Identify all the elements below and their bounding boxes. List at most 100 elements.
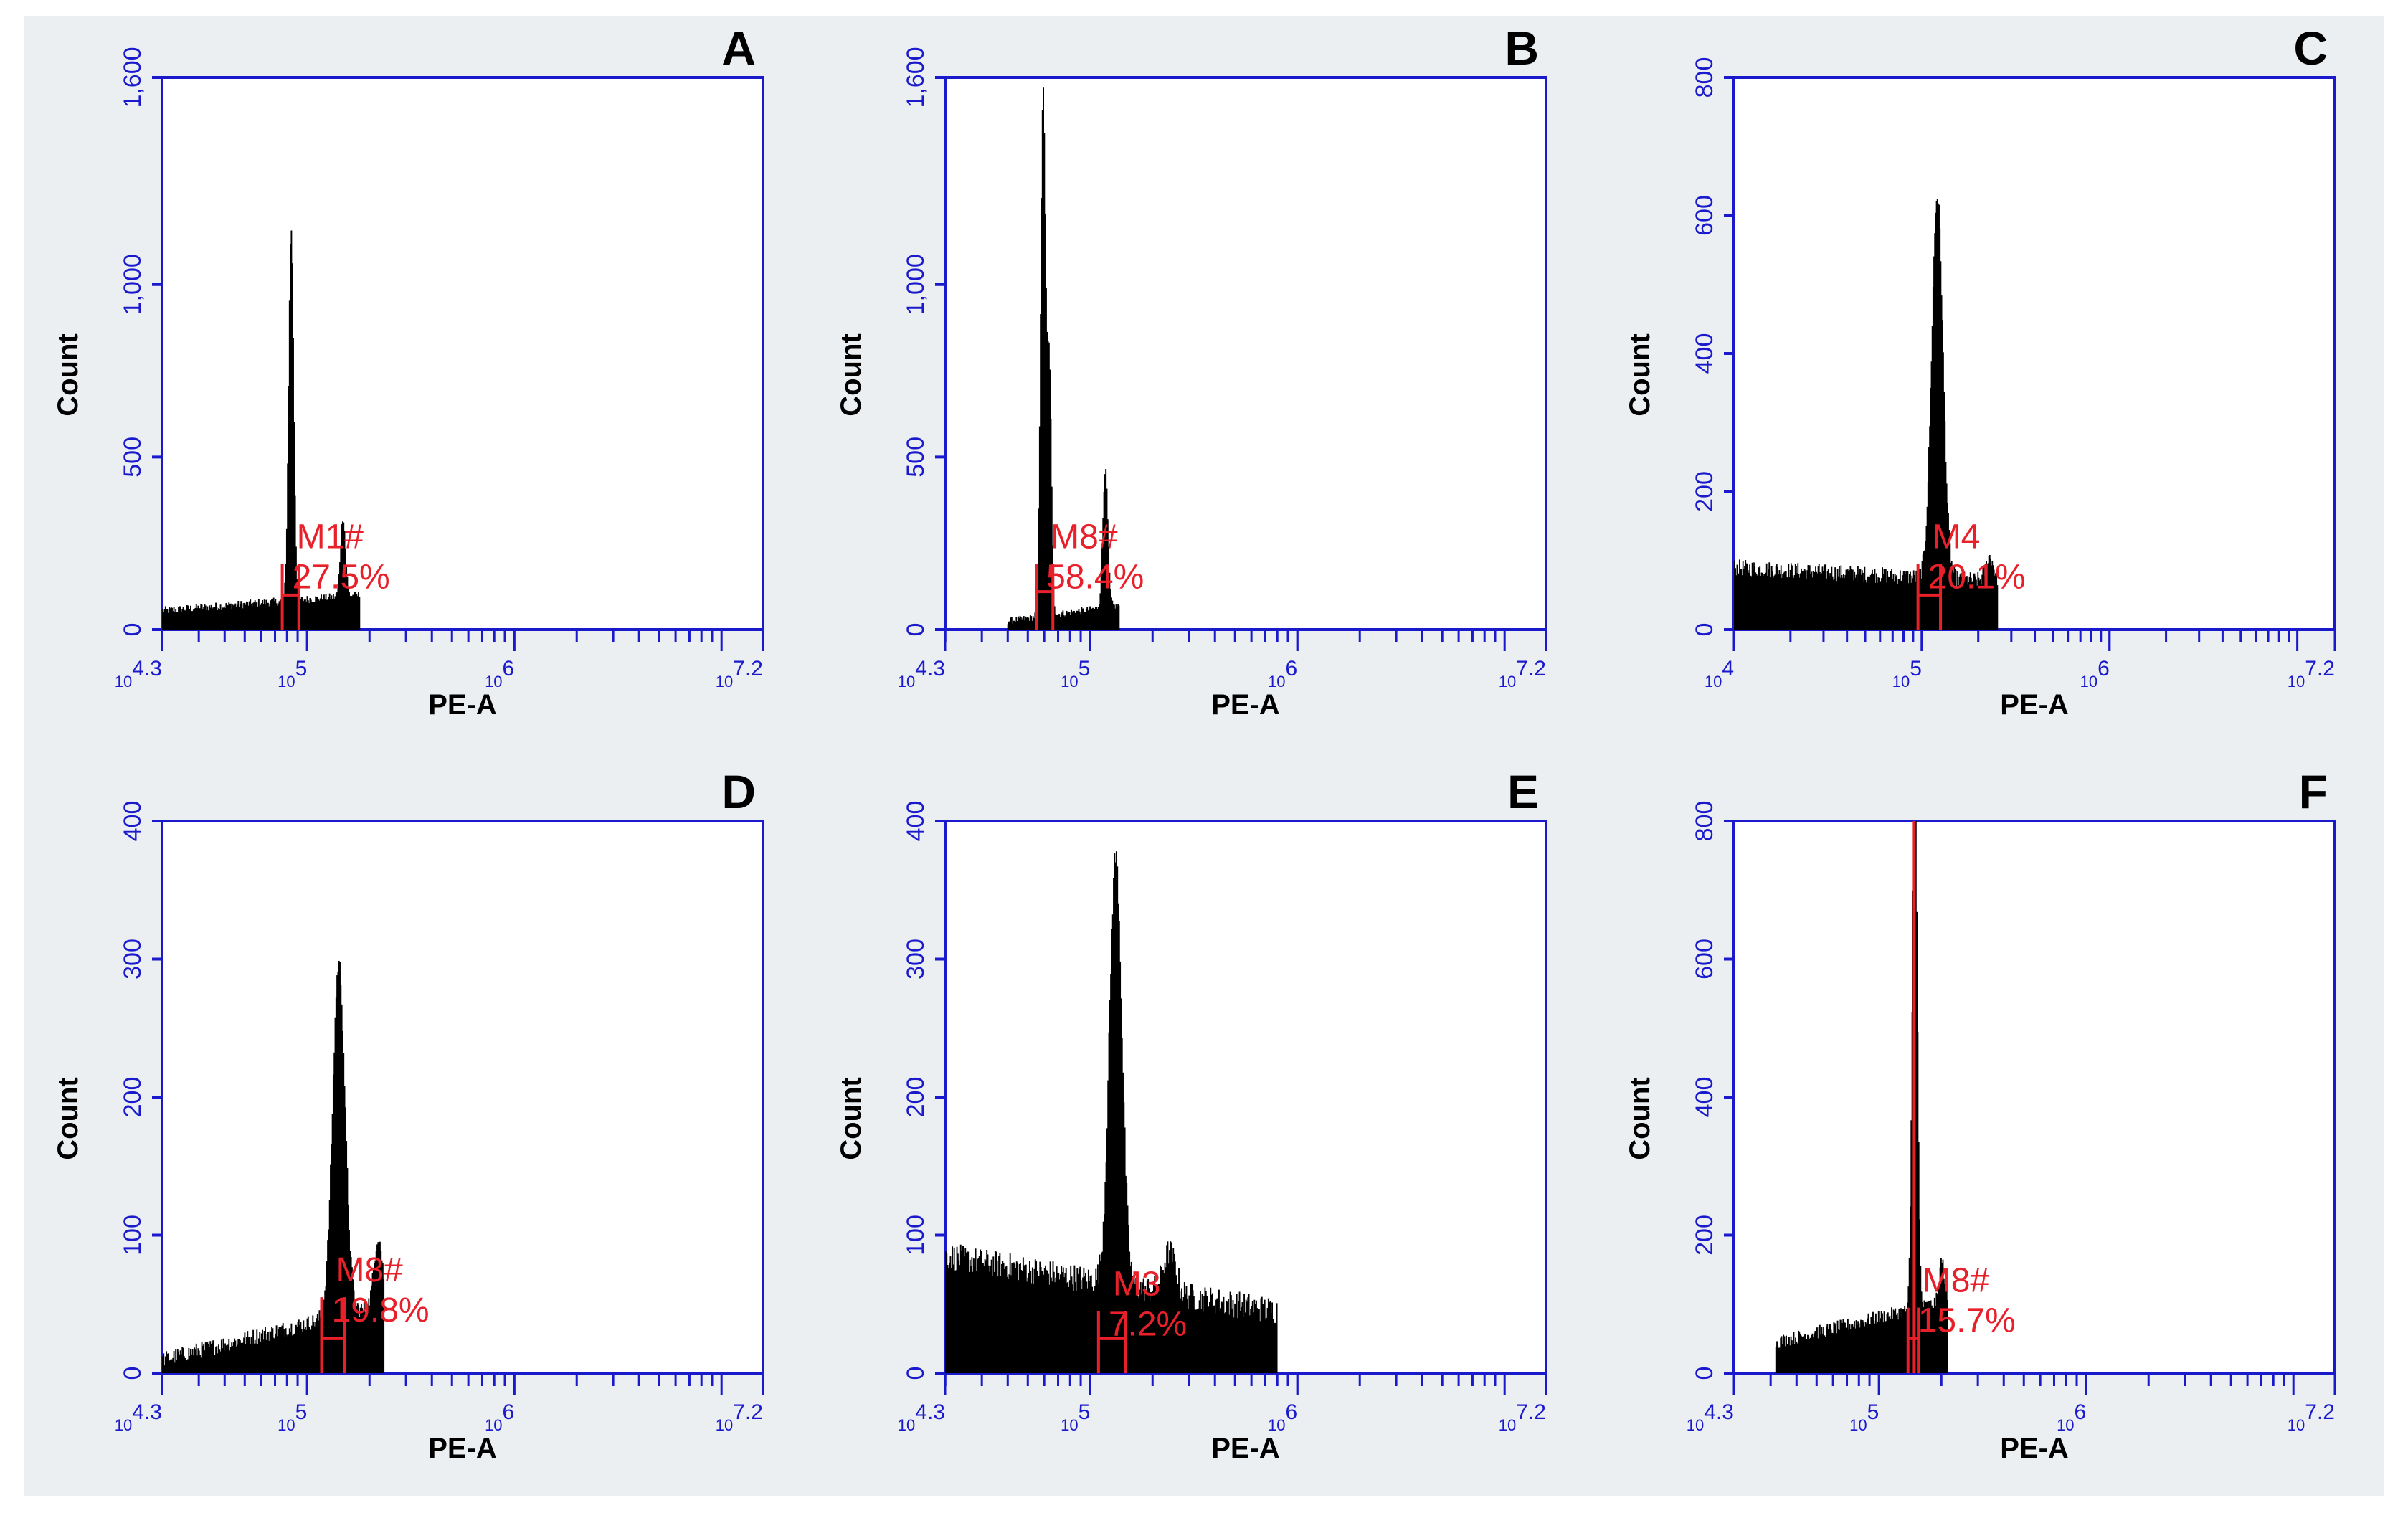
histogram-bin [337,972,339,1373]
histogram-bin [303,1329,305,1373]
histogram-bin [1778,1347,1780,1373]
histogram-bin [1030,1271,1032,1373]
histogram-bin [1826,578,1828,630]
histogram-bin [1248,1294,1250,1373]
histogram-bin [331,599,333,630]
histogram-bin [1246,1301,1248,1373]
histogram-bin [232,604,234,630]
histogram-bin [1090,608,1092,630]
histogram-bin [1051,1281,1053,1373]
histogram-bin [1089,1276,1091,1373]
histogram-bin [1126,1182,1128,1373]
histogram-bin [1798,1330,1799,1373]
histogram-bin [239,1340,241,1373]
histogram-bin [1851,1324,1853,1373]
y-axis-title: Count [835,1077,867,1160]
histogram-bin [293,1334,295,1373]
histogram-bin [1945,462,1947,630]
histogram-bin [354,592,356,630]
histogram-bin [1933,1297,1935,1373]
chart-panel-A: 05001,0001,600104.3105106107.2PE-ACountA… [52,22,764,721]
histogram-bin [1996,585,1999,630]
histogram-bin [176,612,178,630]
histogram-bin [999,1253,1001,1373]
histogram-bin [1207,1313,1209,1373]
y-tick-label: 100 [119,1215,146,1256]
histogram-bin [1735,568,1736,630]
histogram-bin [1155,1289,1157,1373]
histogram-bin [969,1259,971,1373]
histogram-bin [333,1052,336,1373]
histogram-bin [1043,1274,1045,1373]
histogram-bin [945,1251,947,1373]
histogram-bin [1023,616,1025,630]
histogram-bin [275,1334,277,1373]
gate-name: M8# [1923,1262,1990,1300]
histogram-bin [1943,352,1944,630]
histogram-bin [1160,1266,1162,1373]
histogram-bin [211,1342,213,1373]
histogram-bin [1846,574,1848,630]
histogram-bin [172,1357,174,1373]
histogram-bin [1841,575,1843,630]
histogram-bin [1157,1284,1160,1373]
histogram-bin [1803,569,1806,630]
histogram-bin [1104,1182,1106,1373]
histogram-bin [1837,576,1839,630]
histogram-bin [1788,577,1791,630]
histogram-bin [1801,568,1802,630]
histogram-bin [227,1344,229,1373]
histogram-bin [263,599,265,630]
histogram-bin [181,612,182,630]
histogram-bin [1748,572,1750,630]
histogram-bin [959,1265,961,1373]
histogram-bin [1773,577,1774,630]
histogram-bin [245,604,247,630]
histogram-bin [207,606,209,630]
histogram-bin [310,1330,312,1373]
histogram-bin [234,604,236,630]
histogram-bin [1135,1277,1137,1373]
histogram-bin [349,595,351,630]
histogram-bin [1903,571,1905,630]
histogram-bin [1241,1306,1243,1373]
histogram-bin [1182,1297,1185,1373]
histogram-bin [1154,1275,1156,1373]
histogram-bin [1796,573,1798,630]
histogram-bin [229,603,232,630]
histogram-bin [1195,1309,1198,1373]
x-tick-label: 105 [1849,1400,1879,1434]
histogram-bin [162,1356,163,1373]
histogram-bin [318,1310,321,1373]
histogram-bin [1862,572,1864,630]
histogram-bin [1010,617,1012,630]
histogram-bin [1830,1329,1832,1373]
plot-area [161,76,764,631]
histogram-bin [1071,609,1073,630]
x-tick-exponent: 6 [1286,657,1298,680]
histogram-bin [974,1266,976,1373]
histogram-bin [1074,612,1076,630]
histogram-bin [1938,1284,1939,1373]
histogram-bin [1867,1318,1869,1373]
histogram-bin [1046,288,1047,630]
y-tick-label: 0 [902,623,929,637]
histogram-bin [305,1329,308,1373]
histogram-bin [1213,1305,1215,1373]
histogram-bin [1911,1011,1913,1373]
histogram-bin [1045,1265,1047,1373]
histogram-bin [1122,1072,1124,1373]
histogram-bin [1263,1315,1265,1373]
histogram-bin [1009,1253,1011,1373]
histogram-bin [212,607,214,630]
histogram-bin [962,1246,964,1373]
histogram-bin [1787,577,1789,630]
histogram-bin [238,607,240,630]
histogram-bin [210,1344,212,1373]
histogram-bin [1022,1257,1024,1373]
histogram-bin [169,608,171,630]
x-tick-label: 106 [485,657,514,691]
histogram-bin [1007,624,1009,630]
histogram-bin [1859,569,1861,630]
histogram-bin [1792,1344,1794,1373]
